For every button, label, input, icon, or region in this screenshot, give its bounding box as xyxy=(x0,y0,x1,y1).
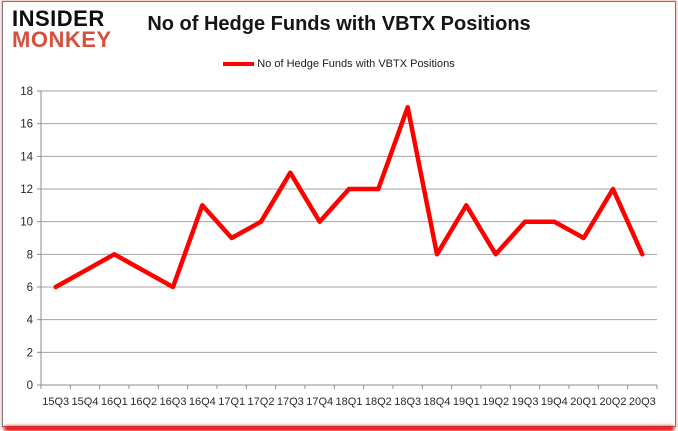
x-tick-label: 19Q4 xyxy=(541,396,568,408)
logo-line-monkey: MONKEY xyxy=(12,26,112,52)
x-tick-label: 18Q1 xyxy=(336,396,363,408)
chart-legend: No of Hedge Funds with VBTX Positions xyxy=(0,58,678,70)
y-tick-label: 14 xyxy=(20,151,33,163)
insider-monkey-logo: INSIDER MONKEY xyxy=(12,6,112,52)
x-tick-label: 17Q2 xyxy=(248,396,275,408)
x-tick-label: 16Q2 xyxy=(130,396,157,408)
x-tick-label: 20Q3 xyxy=(629,396,656,408)
y-tick-label: 4 xyxy=(27,315,34,327)
y-tick-label: 0 xyxy=(27,380,33,392)
bottom-red-glow xyxy=(4,426,674,431)
y-tick-label: 18 xyxy=(20,86,33,98)
x-tick-label: 18Q4 xyxy=(424,396,451,408)
legend-line-marker xyxy=(223,62,255,66)
x-tick-label: 18Q2 xyxy=(365,396,392,408)
x-tick-label: 19Q3 xyxy=(512,396,539,408)
x-tick-label: 20Q2 xyxy=(600,396,627,408)
y-tick-label: 8 xyxy=(27,249,33,261)
x-tick-label: 17Q3 xyxy=(277,396,304,408)
legend-label: No of Hedge Funds with VBTX Positions xyxy=(257,58,455,70)
y-tick-label: 16 xyxy=(20,119,33,131)
x-tick-label: 16Q1 xyxy=(101,396,128,408)
series-line xyxy=(53,105,645,290)
y-tick-label: 10 xyxy=(20,217,33,229)
x-tick-label: 20Q1 xyxy=(570,396,597,408)
x-tick-label: 17Q1 xyxy=(218,396,245,408)
x-tick-label: 17Q4 xyxy=(306,396,333,408)
logo-line-insider: INSIDER xyxy=(12,6,105,31)
y-tick-label: 12 xyxy=(20,184,33,196)
x-tick-label: 19Q2 xyxy=(482,396,509,408)
x-tick-label: 16Q3 xyxy=(160,396,187,408)
x-tick-label: 16Q4 xyxy=(189,396,216,408)
chart-title: No of Hedge Funds with VBTX Positions xyxy=(147,13,531,35)
x-tick-label: 15Q3 xyxy=(42,396,69,408)
x-tick-label: 19Q1 xyxy=(453,396,480,408)
y-tick-label: 6 xyxy=(27,282,33,294)
x-tick-label: 15Q4 xyxy=(72,396,99,408)
y-tick-label: 2 xyxy=(27,347,33,359)
x-tick-label: 18Q3 xyxy=(394,396,421,408)
